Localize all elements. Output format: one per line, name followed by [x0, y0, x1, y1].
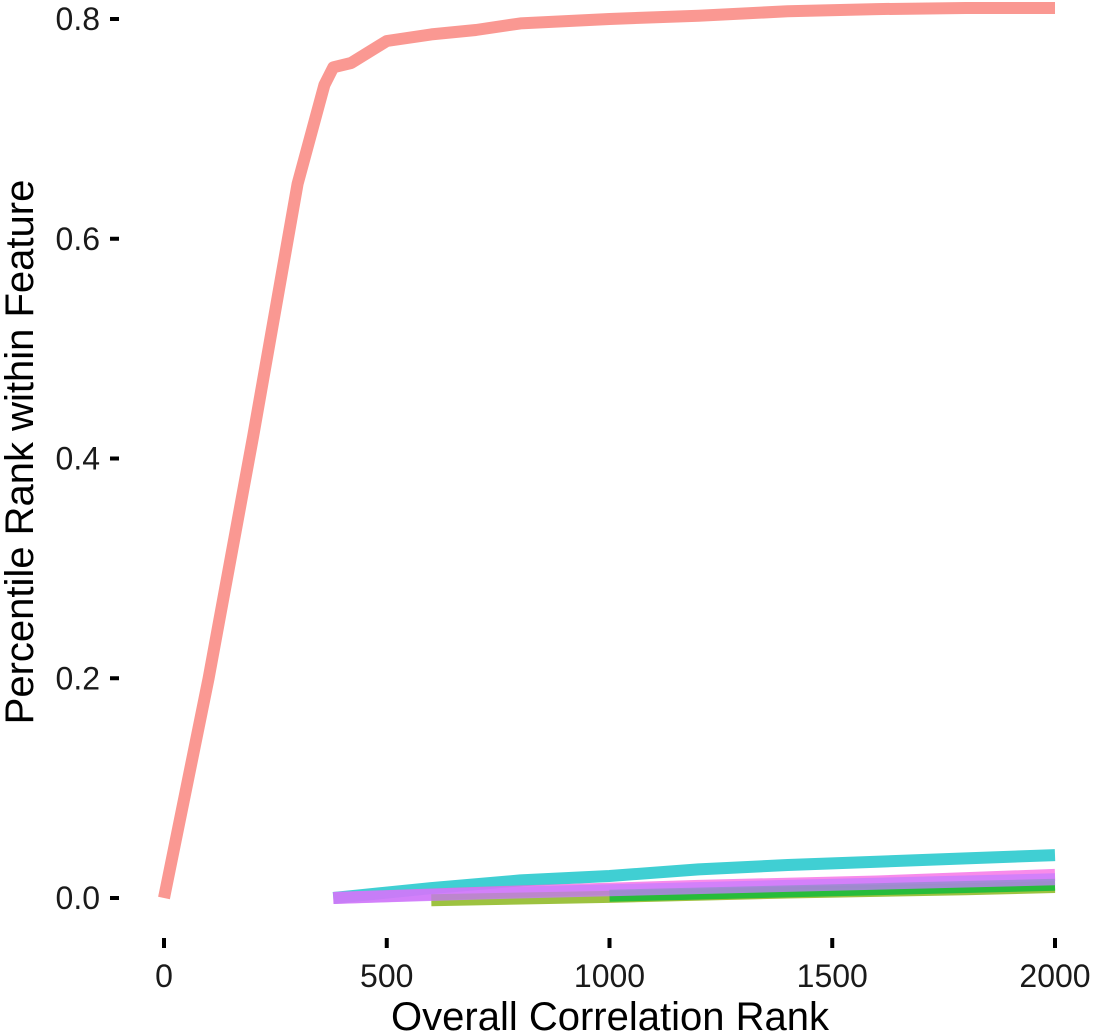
series-line-2 [332, 849, 1056, 904]
y-axis-title: Percentile Rank within Feature [0, 180, 42, 725]
y-tick-label: 0.2 [56, 660, 100, 696]
x-axis: 0 500 1000 1500 2000 [155, 938, 1091, 994]
x-tick-label: 0 [155, 958, 173, 994]
x-tick-label: 2000 [1019, 958, 1090, 994]
y-axis: 0.0 0.2 0.4 0.6 0.8 [56, 1, 119, 916]
y-tick-label: 0.6 [56, 221, 100, 257]
y-tick-label: 0.4 [56, 441, 100, 477]
y-tick-label: 0.0 [56, 880, 100, 916]
x-axis-title: Overall Correlation Rank [391, 995, 830, 1033]
series-line-1 [158, 2, 1055, 900]
series-layer [158, 2, 1056, 907]
x-tick-label: 500 [360, 958, 413, 994]
series-line-6 [333, 873, 1056, 904]
x-tick-label: 1000 [574, 958, 645, 994]
x-tick-label: 1500 [797, 958, 868, 994]
y-tick-label: 0.8 [56, 1, 100, 37]
